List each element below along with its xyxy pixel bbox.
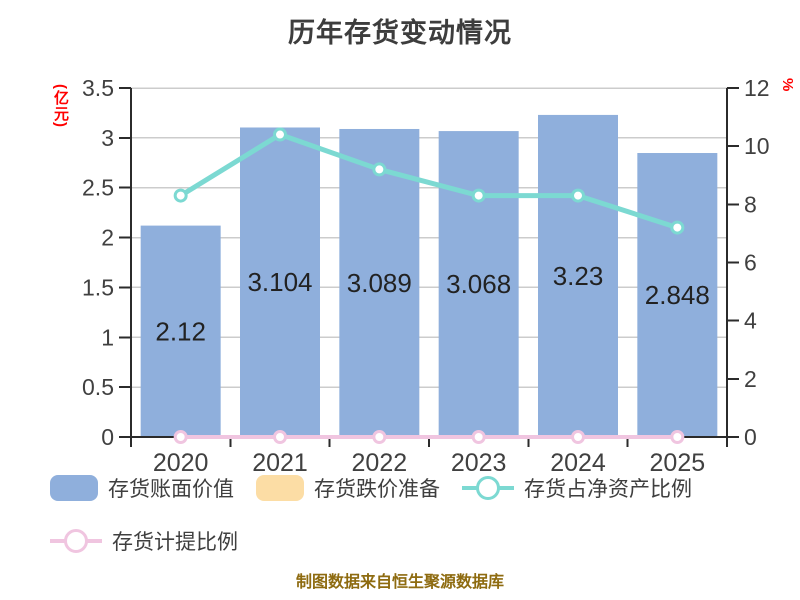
- right-axis-tick-labels: 0 2 4 6 8 10 12: [744, 75, 770, 450]
- right-tick-label: 12: [744, 75, 770, 101]
- right-tick-label: 0: [744, 424, 757, 450]
- ratio-line-series: [173, 127, 685, 235]
- bar-value-label: 2.848: [645, 280, 710, 310]
- x-category-label: 2024: [550, 449, 606, 477]
- left-tick-label: 0.5: [82, 374, 114, 400]
- x-category-label: 2023: [451, 449, 507, 477]
- legend-line-marker: [462, 475, 514, 501]
- right-tick-label: 4: [744, 308, 757, 334]
- x-axis-labels: 2020 2021 2022 2023 2024 2025: [153, 449, 705, 477]
- left-tick-label: 2: [101, 225, 114, 251]
- bar-2025: [637, 153, 718, 437]
- legend-label: 存货跌价准备: [314, 478, 440, 501]
- legend-label: 存货占净资产比例: [524, 478, 692, 501]
- left-tick-label: 3: [101, 125, 114, 151]
- bars: 2.12 3.104 3.089 3.068 3.23 2.848: [140, 114, 718, 438]
- bar-value-label: 3.089: [347, 268, 412, 298]
- right-tick-label: 10: [744, 133, 770, 159]
- left-tick-label: 1.5: [82, 274, 114, 300]
- line-marker-2025: [670, 220, 685, 235]
- left-tick-label: 2.5: [82, 175, 114, 201]
- line-marker-2024: [571, 188, 585, 203]
- legend-label: 存货账面价值: [108, 478, 234, 501]
- x-category-label: 2025: [650, 449, 706, 477]
- source-note: 制图数据来自恒生聚源数据库: [295, 574, 504, 591]
- left-tick-label: 0: [101, 424, 114, 450]
- line-marker-2022: [372, 162, 387, 177]
- x-category-label: 2020: [153, 449, 209, 477]
- legend-item-2: 存货跌价准备: [256, 473, 440, 503]
- bar-value-label: 2.12: [155, 316, 206, 346]
- bar-2023: [438, 131, 519, 437]
- provision-line-series: [173, 430, 685, 444]
- line-marker-2021: [273, 430, 287, 444]
- bar-2020: [140, 225, 221, 437]
- x-category-label: 2022: [352, 449, 408, 477]
- line-marker-2022: [372, 430, 387, 444]
- legend-item-3: 存货占净资产比例: [462, 473, 692, 503]
- line-marker-2021: [273, 127, 287, 142]
- line-marker-2020: [173, 188, 188, 203]
- legend-line-marker: [50, 528, 102, 554]
- gridlines: [131, 87, 727, 388]
- legend-label: 存货计提比例: [112, 531, 238, 554]
- left-axis-tick-labels: 0 0.5 1 1.5 2 2.5 3 3.5: [82, 75, 114, 450]
- x-category-label: 2021: [252, 449, 308, 477]
- right-axis-unit-label: %: [779, 78, 796, 93]
- line-marker-2023: [471, 188, 486, 203]
- bar-value-label: 3.104: [247, 267, 312, 297]
- left-axis-unit-label: (亿元): [52, 84, 69, 128]
- bar-value-label: 3.23: [553, 261, 604, 291]
- bar-2024: [538, 114, 618, 438]
- legend-swatch: [50, 475, 98, 501]
- right-tick-label: 2: [744, 366, 757, 392]
- chart-title: 历年存货变动情况: [288, 18, 512, 48]
- line-marker-2025: [670, 430, 685, 444]
- left-tick-label: 1: [101, 324, 114, 350]
- bar-2022: [339, 128, 420, 437]
- legend-swatch: [256, 475, 304, 501]
- legend: 存货账面价值 存货跌价准备 存货占净资产比例 存货计提比例: [50, 473, 770, 556]
- legend-row-2: 存货计提比例: [50, 526, 770, 556]
- legend-row-1: 存货账面价值 存货跌价准备 存货占净资产比例: [50, 473, 770, 503]
- legend-item-1: 存货账面价值: [50, 473, 234, 503]
- bar-value-label: 3.068: [446, 269, 511, 299]
- legend-item-4: 存货计提比例: [50, 526, 238, 556]
- left-tick-label: 3.5: [82, 75, 114, 101]
- right-tick-label: 8: [744, 191, 757, 217]
- line-marker-2020: [173, 430, 188, 444]
- right-tick-label: 6: [744, 250, 757, 276]
- line-marker-2023: [471, 430, 486, 444]
- line-marker-2024: [571, 430, 585, 444]
- bar-2021: [240, 127, 320, 438]
